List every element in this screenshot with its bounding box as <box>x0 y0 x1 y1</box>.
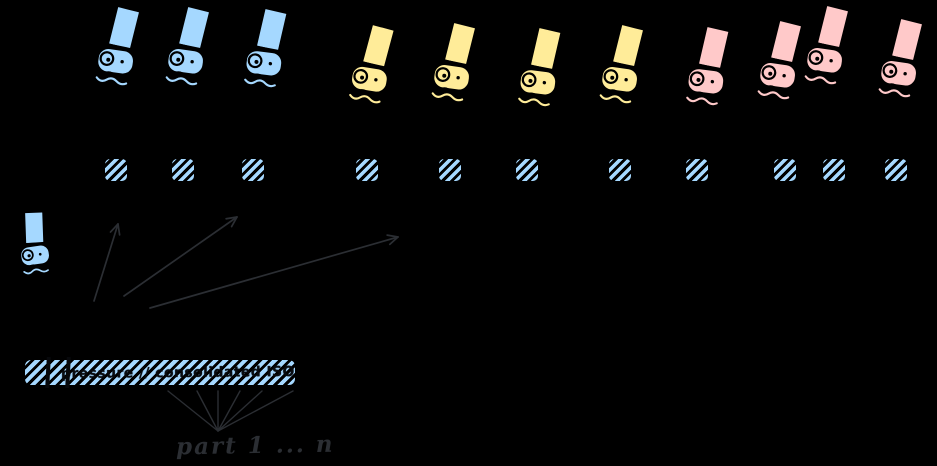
small-eye <box>190 60 194 64</box>
wave-line <box>426 86 473 97</box>
chunk-square <box>772 157 798 183</box>
small-eye <box>903 72 907 76</box>
top-hat <box>610 22 646 70</box>
top-hat <box>768 18 804 66</box>
small-eye <box>624 78 628 82</box>
pink-group-worker <box>873 16 925 98</box>
wave-line <box>343 87 390 99</box>
top-hat <box>106 4 142 52</box>
pink-group-worker <box>799 3 851 85</box>
big-eye-pupil <box>696 77 701 82</box>
arrow <box>93 223 121 302</box>
top-hat <box>815 3 851 51</box>
chunk-square <box>607 157 633 183</box>
small-eye <box>542 80 547 85</box>
big-eye-pupil <box>27 254 31 258</box>
chunk-square <box>354 157 380 183</box>
wave-line <box>512 91 559 102</box>
arrow <box>149 234 399 309</box>
fan-line <box>167 390 219 432</box>
bar-divider <box>45 356 51 389</box>
fan-line <box>217 390 294 432</box>
fan-line <box>196 390 219 432</box>
wave-line <box>873 82 920 93</box>
big-eye-pupil <box>768 71 773 76</box>
wave-line-tint <box>431 92 464 102</box>
chunk-square <box>240 157 266 183</box>
chunk-square <box>103 157 129 183</box>
wave-line-tint <box>804 75 837 85</box>
chunk-square <box>821 157 847 183</box>
arrow <box>123 216 238 297</box>
wave-line <box>160 70 207 81</box>
wave-line <box>594 88 641 99</box>
top-hat <box>696 24 731 71</box>
top-hat <box>889 16 925 64</box>
small-eye <box>456 76 460 80</box>
small-eye <box>268 61 273 66</box>
blue-group-worker <box>238 6 289 88</box>
solo-worker <box>17 210 55 275</box>
big-eye-pupil <box>360 75 365 80</box>
yellow-group-worker <box>594 22 646 104</box>
big-eye-pupil <box>528 78 533 83</box>
chunk-square <box>437 157 463 183</box>
yellow-group-worker <box>426 20 478 102</box>
wave-line <box>17 262 55 272</box>
blue-group-worker <box>90 4 142 86</box>
chunk-square <box>883 157 909 183</box>
wave-line <box>799 69 846 80</box>
wave-line-tint <box>599 94 632 104</box>
wave-line-tint <box>95 76 128 86</box>
top-hat <box>176 4 212 52</box>
wave-line-tint <box>518 97 550 107</box>
small-eye <box>38 252 42 256</box>
top-hat <box>254 6 289 53</box>
fan-line <box>217 390 241 432</box>
wave-line <box>238 72 285 83</box>
pink-group-worker <box>680 24 731 106</box>
big-eye-pupil <box>442 73 447 78</box>
small-eye <box>710 79 715 84</box>
bar-divider <box>65 356 71 389</box>
small-eye <box>120 60 124 64</box>
wave-line-tint <box>244 78 276 88</box>
small-eye <box>829 59 833 63</box>
top-hat <box>528 25 563 72</box>
big-eye-pupil <box>254 59 259 64</box>
parts-caption: part 1 ... n <box>175 430 335 461</box>
wave-line-tint <box>686 96 718 106</box>
chunk-square <box>170 157 196 183</box>
big-eye-pupil <box>889 69 894 74</box>
source-bar: pressure // consolidated ISO <box>22 356 298 389</box>
wave-line <box>680 90 727 101</box>
chunk-square <box>684 157 710 183</box>
wave-line-tint <box>23 268 49 275</box>
big-eye-pupil <box>610 75 615 80</box>
source-bar-label: pressure // consolidated ISO <box>60 363 295 382</box>
small-eye <box>374 78 378 82</box>
pink-group-worker <box>752 18 804 100</box>
yellow-group-worker <box>343 22 397 104</box>
wave-line-tint <box>165 76 198 86</box>
wave-line <box>752 84 799 95</box>
big-eye-pupil <box>815 56 820 61</box>
yellow-group-worker <box>512 25 563 107</box>
wave-line-tint <box>349 93 381 104</box>
fan-line <box>217 390 263 432</box>
big-eye-pupil <box>176 57 181 62</box>
top-hat <box>442 20 478 68</box>
wave-line-tint <box>757 90 790 100</box>
top-hat <box>360 22 397 70</box>
wave-line-tint <box>878 88 911 98</box>
big-eye-pupil <box>106 57 111 62</box>
chunk-square <box>514 157 540 183</box>
small-eye <box>782 74 786 78</box>
blue-group-worker <box>160 4 212 86</box>
top-hat <box>23 210 46 246</box>
wave-line <box>90 70 137 81</box>
